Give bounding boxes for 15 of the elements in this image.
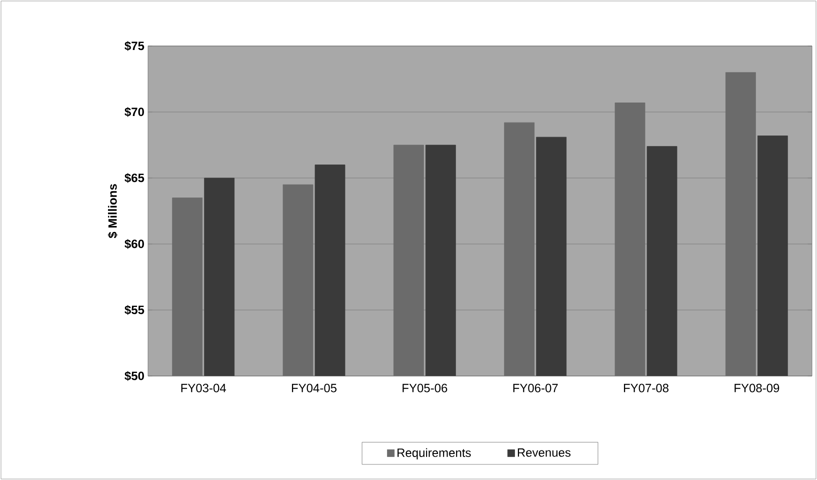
legend-label: Revenues (518, 448, 571, 457)
x-tick-label: FY08-09 (734, 384, 780, 392)
x-tick-label: FY07-08 (624, 384, 668, 392)
x-tick-label: FY06-07 (513, 384, 558, 392)
y-tick-label: $70 (124, 107, 144, 117)
y-tick-label: $50 (124, 371, 144, 381)
x-tick-label: FY05-06 (402, 384, 448, 392)
y-tick-label: $60 (124, 239, 144, 249)
legend-label: Requirements (398, 448, 471, 460)
y-tick-label: $65 (124, 173, 144, 183)
y-tick-label: $55 (124, 305, 144, 315)
y-axis-title: $ Millions (108, 184, 118, 238)
x-tick-label: FY03-04 (181, 384, 226, 392)
y-tick-label: $75 (124, 41, 144, 51)
x-tick-label: FY04-05 (292, 384, 336, 392)
